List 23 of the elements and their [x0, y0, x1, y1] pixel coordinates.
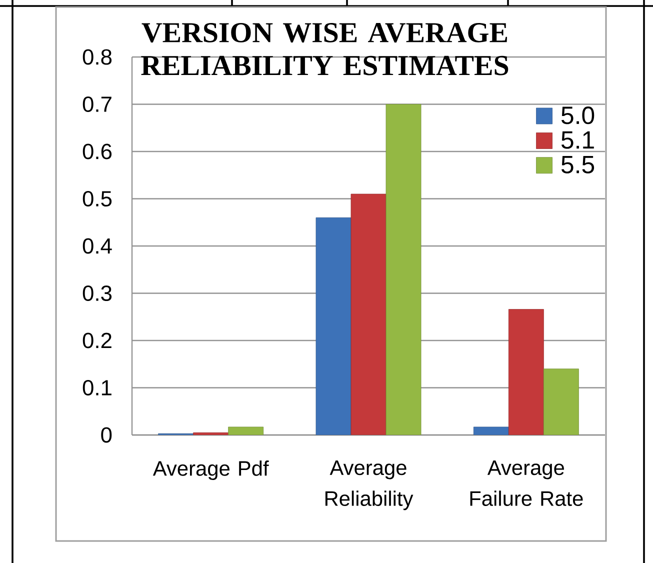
legend-label: 5.1: [561, 131, 594, 149]
y-tick-label: 0.3: [82, 285, 112, 302]
chart-title: VERSION WISE AVERAGE RELIABILITY ESTIMATES: [141, 22, 508, 76]
bar: [228, 426, 264, 435]
bar: [350, 194, 386, 435]
y-tick-label: 0.2: [82, 332, 112, 348]
bar: [316, 217, 352, 435]
x-tick-label: Average Failure Rate: [470, 460, 583, 506]
bar: [543, 368, 579, 435]
x-tick-label: Average Pdf: [152, 460, 269, 480]
bar: [386, 104, 422, 435]
y-tick-label: 0.7: [82, 96, 112, 112]
y-tick-label: 0.8: [82, 49, 112, 65]
legend-label: 5.0: [561, 106, 594, 124]
y-tick-label: 0.6: [82, 144, 112, 160]
y-tick-label: 0.1: [82, 380, 112, 396]
y-tick-label: 0.5: [82, 190, 112, 207]
bar: [473, 426, 509, 435]
x-tick-label: Average Reliability: [325, 460, 414, 510]
y-tick-label: 0.4: [82, 238, 112, 254]
bar: [508, 309, 544, 435]
legend-label: 5.5: [561, 156, 594, 174]
y-tick-label: 0: [101, 427, 112, 443]
